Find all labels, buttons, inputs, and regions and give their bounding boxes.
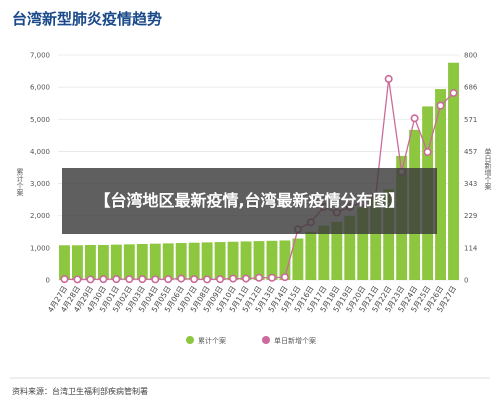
x-axis-labels: 4月27日4月28日4月29日4月30日5月01日5月02日5月03日5月04日… bbox=[46, 284, 458, 314]
line-point bbox=[190, 275, 199, 284]
left-tick-label: 1,000 bbox=[30, 244, 50, 252]
left-tick-label: 0 bbox=[46, 277, 50, 285]
overlay-caption: 【台湾地区最新疫情,台湾最新疫情分布图】 bbox=[62, 168, 437, 234]
bar bbox=[214, 242, 226, 280]
bar bbox=[448, 62, 459, 280]
line-point bbox=[229, 274, 238, 283]
line-point bbox=[60, 275, 69, 284]
source-note: 资料来源：台湾卫生福利部疾病管制署 bbox=[12, 386, 148, 396]
line-point bbox=[125, 275, 134, 284]
bar bbox=[59, 245, 70, 280]
bar bbox=[227, 241, 239, 280]
line-point bbox=[216, 275, 225, 284]
right-tick-label: 343 bbox=[464, 180, 477, 188]
right-tick-label: 457 bbox=[464, 148, 477, 156]
line-point bbox=[267, 273, 276, 282]
right-tick-label: 229 bbox=[464, 212, 477, 220]
line-point bbox=[73, 275, 82, 284]
legend-swatch-daily bbox=[262, 336, 270, 344]
legend-swatch-cumulative bbox=[186, 336, 194, 344]
bar bbox=[136, 244, 148, 280]
bar bbox=[97, 244, 109, 280]
chart-title: 台湾新型肺炎疫情趋势 bbox=[12, 10, 162, 28]
bar bbox=[240, 241, 252, 280]
left-tick-label: 4,000 bbox=[30, 148, 50, 156]
right-axis-title: 单日新增个案 bbox=[484, 147, 492, 191]
bar bbox=[383, 189, 395, 280]
bar bbox=[201, 242, 213, 280]
bar bbox=[318, 225, 330, 280]
bar bbox=[123, 244, 135, 280]
line-point bbox=[177, 274, 186, 283]
right-tick-label: 686 bbox=[464, 84, 478, 92]
bar bbox=[72, 245, 83, 280]
right-tick-label: 571 bbox=[464, 116, 477, 124]
left-tick-label: 3,000 bbox=[30, 180, 50, 188]
bar bbox=[435, 89, 446, 280]
bar bbox=[188, 242, 200, 280]
line-point bbox=[384, 74, 393, 83]
left-tick-label: 5,000 bbox=[30, 116, 50, 124]
line-point bbox=[99, 275, 108, 284]
right-tick-label: 800 bbox=[464, 52, 477, 60]
right-tick-label: 114 bbox=[464, 244, 478, 252]
line-point bbox=[151, 275, 160, 284]
bar bbox=[279, 240, 291, 280]
left-tick-label: 7,000 bbox=[30, 52, 50, 60]
bar bbox=[266, 240, 278, 280]
left-axis-ticks: 0 1,000 2,000 3,000 4,000 5,000 6,000 7,000 bbox=[30, 52, 50, 285]
line-point bbox=[86, 275, 95, 284]
left-axis-title: 累计个案 bbox=[16, 168, 24, 197]
bar bbox=[149, 243, 161, 280]
bar bbox=[84, 244, 96, 280]
left-tick-label: 2,000 bbox=[30, 212, 50, 220]
line-point bbox=[410, 114, 419, 123]
bar bbox=[370, 198, 382, 280]
line-point bbox=[242, 274, 251, 283]
line-point bbox=[255, 273, 264, 282]
bar bbox=[253, 241, 265, 280]
bar bbox=[162, 243, 174, 280]
bar bbox=[175, 243, 187, 280]
bar bbox=[357, 207, 369, 280]
right-axis-ticks: 0 114 229 343 457 571 686 800 bbox=[464, 52, 478, 285]
bar bbox=[110, 244, 122, 280]
bar bbox=[344, 216, 356, 280]
legend: 累计个案 单日新增个案 bbox=[186, 336, 316, 345]
legend-label-cumulative: 累计个案 bbox=[198, 336, 226, 345]
line-point bbox=[203, 275, 212, 284]
line-point bbox=[423, 148, 432, 157]
line-point bbox=[436, 101, 445, 110]
line-daily-new bbox=[60, 74, 458, 284]
bar bbox=[292, 238, 304, 280]
bar bbox=[331, 221, 343, 280]
legend-label-daily: 单日新增个案 bbox=[274, 336, 316, 345]
line-point bbox=[138, 275, 147, 284]
right-tick-label: 0 bbox=[464, 277, 468, 285]
bar bbox=[305, 231, 317, 280]
line-point bbox=[449, 88, 458, 97]
line-point bbox=[112, 275, 121, 284]
line-point bbox=[164, 275, 173, 284]
line-point bbox=[280, 273, 289, 282]
left-tick-label: 6,000 bbox=[30, 84, 50, 92]
